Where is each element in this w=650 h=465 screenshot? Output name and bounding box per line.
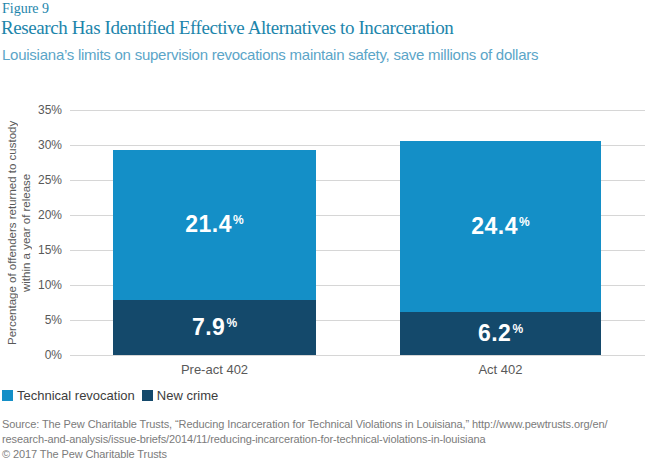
percent-sign: % bbox=[512, 323, 523, 335]
x-axis-label-act-402: Act 402 bbox=[400, 362, 601, 377]
y-tick-label: 35% bbox=[0, 102, 62, 118]
value-label: 21.4% bbox=[185, 213, 243, 236]
chart-legend: Technical revocation New crime bbox=[2, 388, 218, 403]
plot-area: 21.4% 7.9% 24.4% 6.2% bbox=[70, 110, 645, 355]
page-subtitle: Louisiana’s limits on supervision revoca… bbox=[2, 46, 538, 63]
legend-label: New crime bbox=[157, 388, 218, 403]
copyright-note: © 2017 The Pew Charitable Trusts bbox=[2, 448, 167, 460]
y-tick-label: 25% bbox=[0, 172, 62, 188]
y-axis-ticks: 0%5%10%15%20%25%30%35% bbox=[0, 110, 62, 355]
value-number: 21.4 bbox=[185, 213, 232, 236]
bar-act-402: 24.4% 6.2% bbox=[400, 141, 601, 355]
x-axis-label-pre-act-402: Pre-act 402 bbox=[113, 362, 316, 377]
segment-new-crime: 7.9% bbox=[113, 300, 316, 355]
value-label: 7.9% bbox=[192, 316, 237, 339]
y-tick-label: 0% bbox=[0, 347, 62, 363]
value-label: 6.2% bbox=[478, 322, 523, 345]
segment-technical-revocation: 21.4% bbox=[113, 150, 316, 300]
gridline bbox=[70, 110, 645, 111]
y-tick-label: 15% bbox=[0, 242, 62, 258]
source-line: Source: The Pew Charitable Trusts, “Redu… bbox=[2, 417, 648, 432]
percent-sign: % bbox=[233, 214, 244, 226]
segment-new-crime: 6.2% bbox=[400, 312, 601, 355]
bar-pre-act-402: 21.4% 7.9% bbox=[113, 150, 316, 355]
gridline bbox=[70, 355, 645, 356]
legend-label: Technical revocation bbox=[17, 388, 135, 403]
y-tick-label: 30% bbox=[0, 137, 62, 153]
figure-page: Figure 9 Research Has Identified Effecti… bbox=[0, 0, 650, 465]
y-tick-label: 20% bbox=[0, 207, 62, 223]
legend-swatch-technical-revocation bbox=[2, 390, 13, 401]
source-line: research-and-analysis/issue-briefs/2014/… bbox=[2, 432, 648, 447]
y-tick-label: 5% bbox=[0, 312, 62, 328]
page-title: Research Has Identified Effective Altern… bbox=[1, 17, 453, 39]
percent-sign: % bbox=[519, 216, 530, 228]
source-note: Source: The Pew Charitable Trusts, “Redu… bbox=[2, 417, 648, 447]
legend-item-technical-revocation: Technical revocation bbox=[2, 388, 135, 403]
legend-swatch-new-crime bbox=[142, 390, 153, 401]
legend-item-new-crime: New crime bbox=[142, 388, 218, 403]
percent-sign: % bbox=[226, 317, 237, 329]
y-tick-label: 10% bbox=[0, 277, 62, 293]
figure-label: Figure 9 bbox=[2, 1, 49, 17]
segment-technical-revocation: 24.4% bbox=[400, 141, 601, 312]
value-number: 7.9 bbox=[192, 316, 225, 339]
value-label: 24.4% bbox=[471, 215, 529, 238]
value-number: 24.4 bbox=[471, 215, 518, 238]
value-number: 6.2 bbox=[478, 322, 511, 345]
